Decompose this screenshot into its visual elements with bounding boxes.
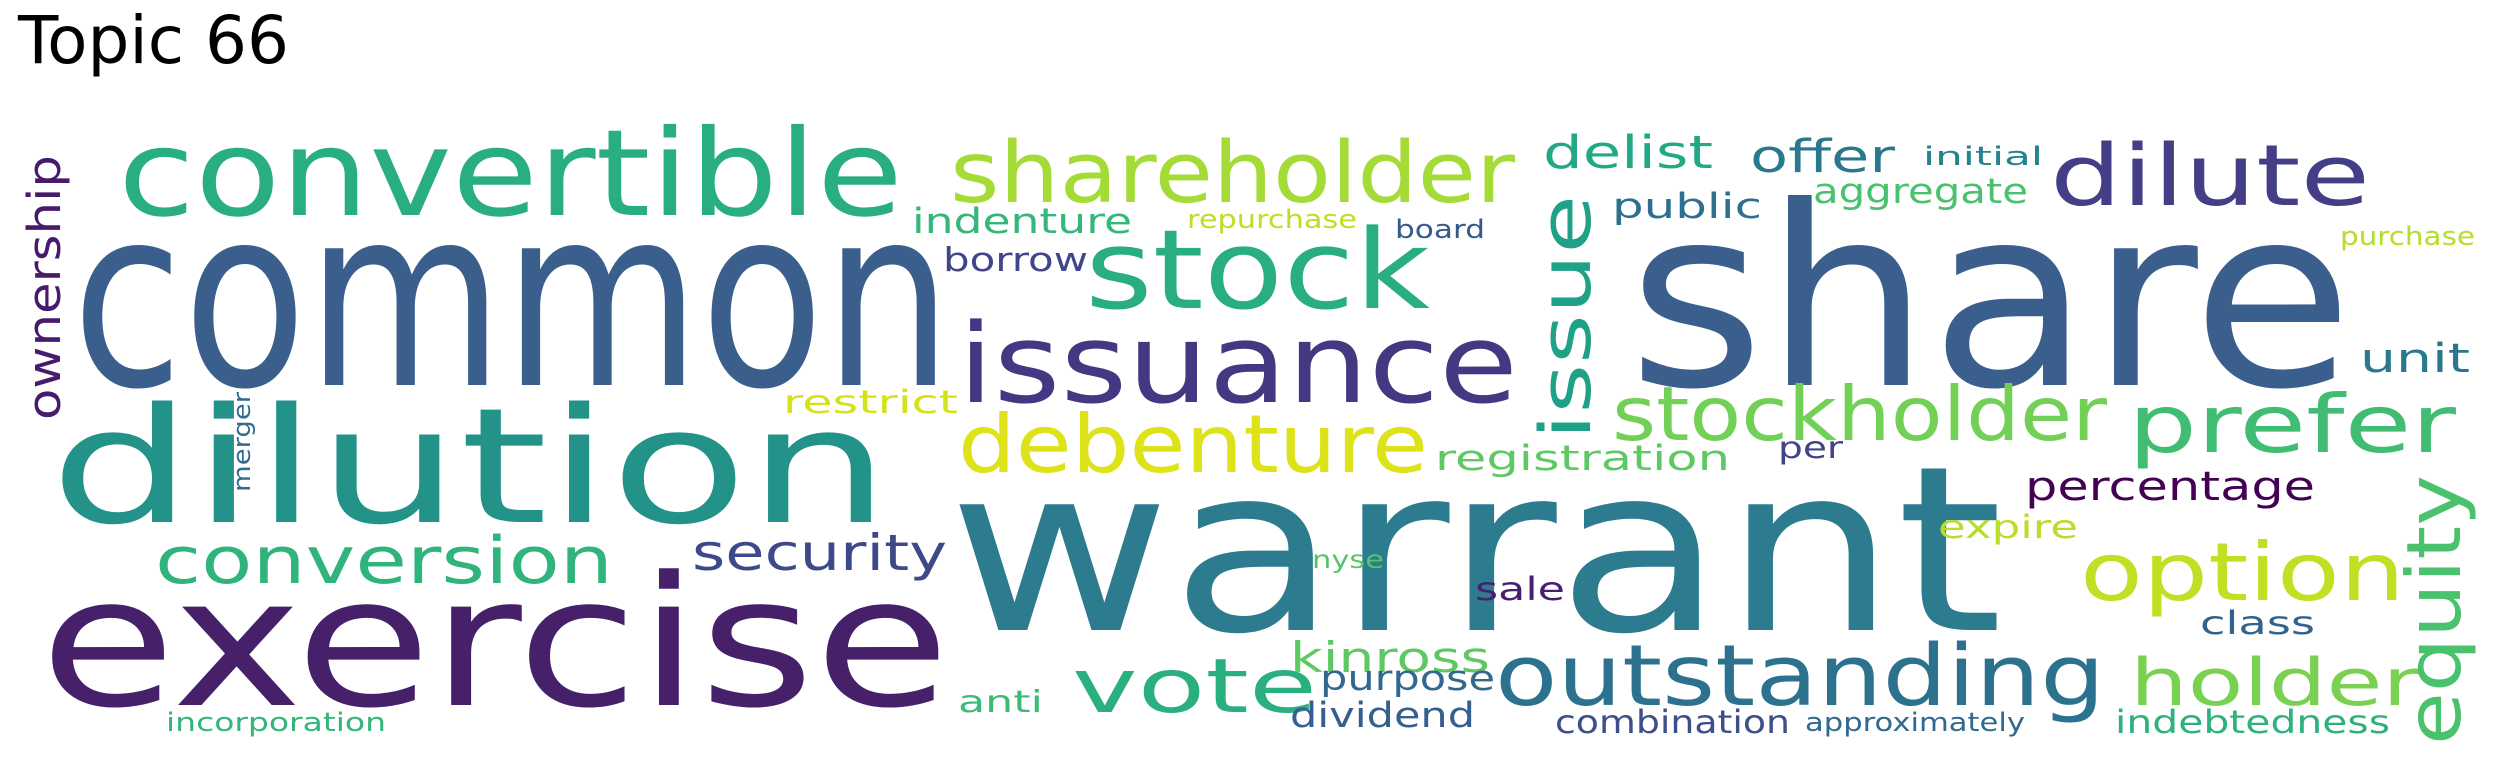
word-anti: anti	[958, 685, 1043, 720]
word-sale: sale	[1475, 570, 1565, 608]
word-conversion: conversion	[155, 524, 613, 599]
word-class: class	[2200, 604, 2315, 642]
word-restrict: restrict	[783, 383, 958, 421]
word-expire: expire	[1938, 508, 2078, 546]
word-registration: registration	[1435, 439, 1730, 479]
word-initial: initial	[1923, 142, 2043, 172]
word-equity: equity	[2390, 475, 2478, 745]
word-warrant: warrant	[948, 418, 2003, 685]
word-purpose: purpose	[1320, 659, 1495, 699]
word-indebtedness: indebtedness	[2115, 703, 2390, 741]
word-combination: combination	[1555, 703, 1790, 741]
word-public: public	[1612, 187, 1762, 227]
word-convertible: convertible	[118, 105, 903, 244]
word-security: security	[692, 524, 947, 582]
word-offer: offer	[1750, 130, 1896, 183]
word-ownership: ownership	[18, 155, 71, 420]
word-issue: issue	[1525, 195, 1607, 440]
word-holder: holder	[2130, 646, 2420, 721]
word-stock: stock	[1085, 206, 1430, 334]
word-dilute: dilute	[2050, 127, 2370, 226]
word-percentage: percentage	[2025, 464, 2315, 510]
word-dividend: dividend	[1290, 696, 1475, 736]
word-exercise: exercise	[40, 539, 950, 748]
word-approximately: approximately	[1805, 708, 2025, 738]
word-aggregate: aggregate	[1813, 172, 2028, 212]
chart-title: Topic 66	[18, 2, 289, 79]
word-dilution: dilution	[50, 373, 890, 560]
word-merger: merger	[228, 392, 256, 492]
word-outstanding: outstanding	[1495, 627, 2105, 726]
word-incorporation: incorporation	[166, 708, 386, 738]
word-vote: vote	[1072, 642, 1317, 730]
word-kinross: kinross	[1290, 633, 1490, 682]
word-repurchase: repurchase	[1187, 205, 1357, 235]
word-indenture: indenture	[912, 202, 1132, 242]
word-option: option	[2080, 526, 2405, 619]
word-share: share	[1628, 153, 2353, 444]
word-nyse: nyse	[1312, 545, 1384, 574]
word-common: common	[72, 153, 952, 444]
word-delist: delist	[1543, 126, 1713, 179]
word-purchase: purchase	[2340, 222, 2475, 252]
word-debenture: debenture	[958, 398, 1428, 491]
word-per: per	[1778, 431, 1844, 466]
word-board: board	[1395, 215, 1485, 245]
word-issuance: issuance	[958, 300, 1518, 428]
word-stockholder: stockholder	[1612, 370, 2107, 458]
word-prefer: prefer	[2128, 378, 2456, 471]
word-unit: unit	[2360, 336, 2470, 382]
word-borrow: borrow	[943, 240, 1088, 279]
word-shareholder: shareholder	[950, 124, 1515, 223]
